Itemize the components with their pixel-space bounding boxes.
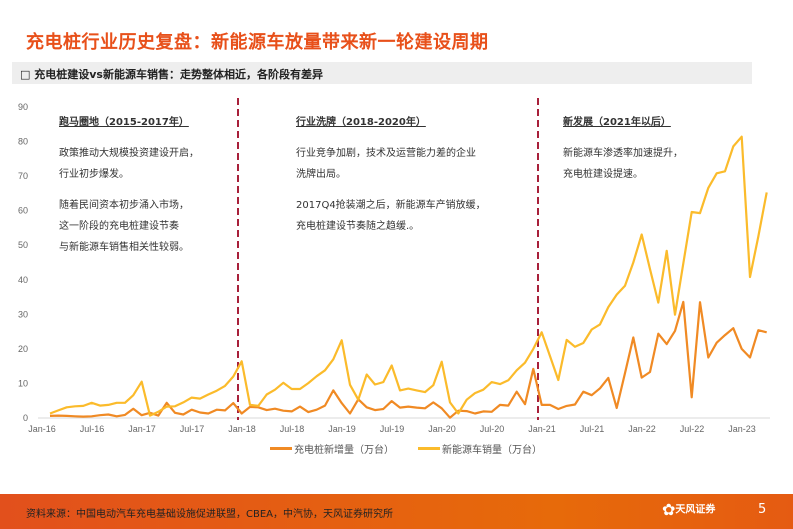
annotation-phase-3: 新发展（2021年以后） 新能源车渗透率加速提升， 充电桩建设提速。	[563, 112, 683, 195]
phase-text: 随着民间资本初步涌入市场， 这一阶段的充电桩建设节奏 与新能源车销售相关性较弱。	[59, 200, 189, 253]
y-tick-label: 0	[23, 413, 28, 423]
series-line	[49, 300, 767, 419]
source-note: 资料来源：中国电动汽车充电基础设施促进联盟，CBEA，中汽协，天风证券研究所	[26, 509, 394, 520]
y-tick-label: 10	[18, 378, 28, 388]
phase-text: 新能源车渗透率加速提升， 充电桩建设提速。	[563, 148, 683, 180]
legend-label: 新能源车销量（万台）	[442, 445, 542, 456]
company-logo: ✿天风证券	[662, 500, 722, 524]
phase-heading: 行业洗牌（2018-2020年）	[296, 117, 426, 128]
y-tick-label: 80	[18, 137, 28, 147]
annotation-phase-2: 行业洗牌（2018-2020年） 行业竞争加剧，技术及运营能力差的企业 洗牌出局…	[296, 112, 486, 247]
x-tick-label: Jul-20	[480, 424, 505, 434]
x-tick-label: Jan-16	[28, 424, 56, 434]
footer-bar: 资料来源：中国电动汽车充电基础设施促进联盟，CBEA，中汽协，天风证券研究所 ✿…	[0, 494, 793, 529]
phase-text: 2017Q4抢装潮之后，新能源车产销放缓， 充电桩建设节奏随之趋缓.。	[296, 200, 486, 232]
x-tick-label: Jul-22	[680, 424, 705, 434]
x-tick-label: Jan-19	[328, 424, 356, 434]
line-chart: 0 10 20 30 40 50 60 70 80 90 Jan-16 Jul-16 Jan-17 Jul…	[18, 98, 770, 434]
x-tick-label: Jul-19	[380, 424, 405, 434]
y-tick-label: 20	[18, 344, 28, 354]
y-tick-label: 70	[18, 171, 28, 181]
phase-heading: 新发展（2021年以后）	[563, 117, 671, 128]
x-tick-label: Jan-17	[128, 424, 156, 434]
x-tick-label: Jul-16	[80, 424, 105, 434]
y-tick-label: 90	[18, 102, 28, 112]
phase-text: 行业竞争加剧，技术及运营能力差的企业 洗牌出局。	[296, 148, 476, 180]
subtitle-bar: □ 充电桩建设vs新能源车销售：走势整体相近，各阶段有差异	[12, 62, 752, 84]
annotation-phase-1: 跑马圈地（2015-2017年） 政策推动大规模投资建设开启， 行业初步爆发。 …	[59, 112, 199, 268]
x-tick-label: Jul-17	[180, 424, 205, 434]
legend-label: 充电桩新增量（万台）	[294, 445, 394, 456]
subtitle: □ 充电桩建设vs新能源车销售：走势整体相近，各阶段有差异	[20, 68, 323, 81]
flower-logo-icon: ✿	[662, 500, 676, 519]
x-tick-label: Jul-21	[580, 424, 605, 434]
legend-swatch	[418, 447, 440, 450]
legend-item-nev-sales: 新能源车销量（万台）	[418, 441, 542, 456]
logo-text: 天风证券	[675, 504, 716, 516]
phase-heading: 跑马圈地（2015-2017年）	[59, 117, 189, 128]
y-tick-label: 50	[18, 240, 28, 250]
chart-legend: 充电桩新增量（万台） 新能源车销量（万台）	[270, 441, 542, 456]
x-tick-label: Jan-23	[728, 424, 756, 434]
legend-swatch	[270, 447, 292, 450]
x-tick-label: Jan-22	[628, 424, 656, 434]
y-tick-label: 30	[18, 309, 28, 319]
phase-text: 政策推动大规模投资建设开启， 行业初步爆发。	[59, 148, 199, 180]
series-line	[49, 135, 768, 417]
x-tick-label: Jul-18	[280, 424, 305, 434]
y-tick-label: 40	[18, 275, 28, 285]
y-tick-label: 60	[18, 206, 28, 216]
x-tick-label: Jan-21	[528, 424, 556, 434]
x-tick-label: Jan-18	[228, 424, 256, 434]
legend-item-chargers: 充电桩新增量（万台）	[270, 441, 394, 456]
page-title: 充电桩行业历史复盘：新能源车放量带来新一轮建设周期	[26, 32, 489, 53]
page-number: 5	[758, 502, 767, 517]
x-tick-label: Jan-20	[428, 424, 456, 434]
